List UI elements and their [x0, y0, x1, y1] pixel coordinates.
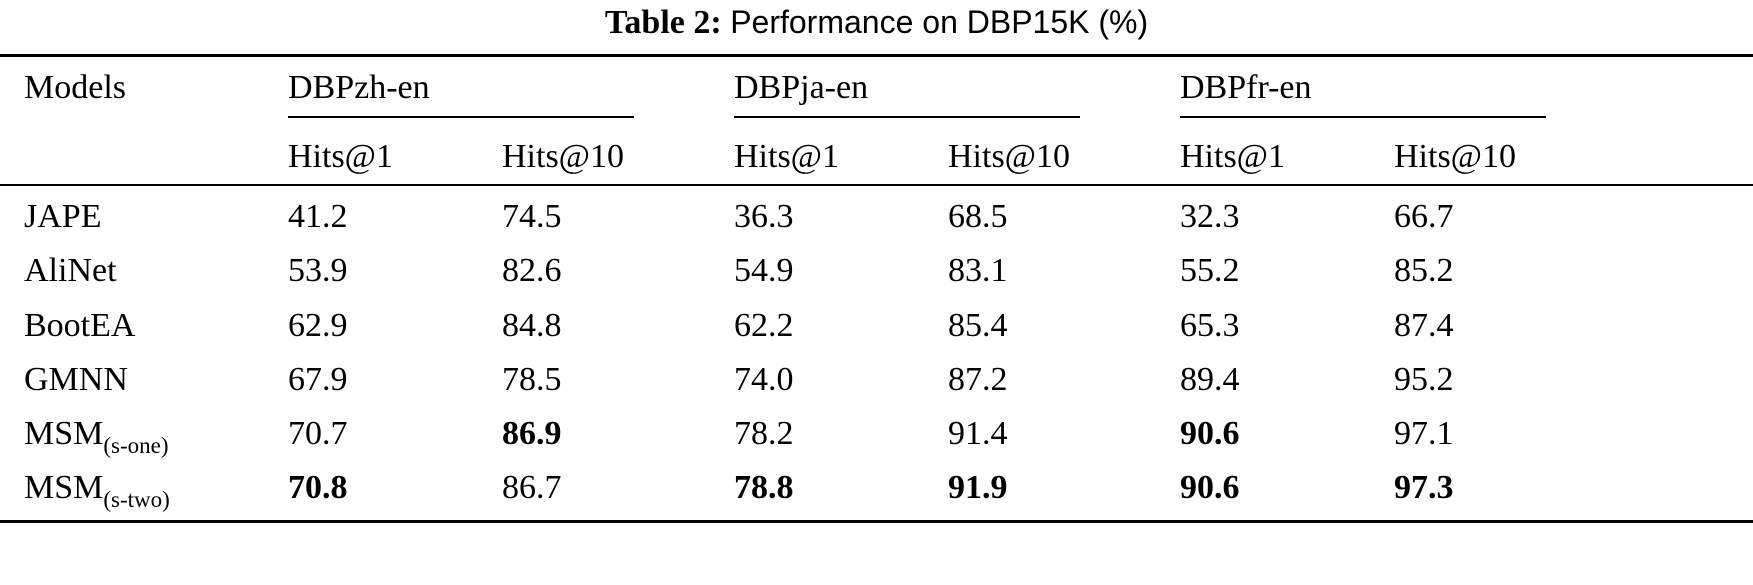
table-cell: 65.3 — [1180, 307, 1240, 344]
table-cell: 95.2 — [1394, 361, 1454, 398]
top-rule — [0, 54, 1753, 57]
table-cell: 62.2 — [734, 307, 794, 344]
table-cell: 70.8 — [288, 469, 348, 506]
table-cell: 78.2 — [734, 415, 794, 452]
table-cell: 78.8 — [734, 469, 794, 506]
table-cell: 36.3 — [734, 198, 794, 235]
table-cell: 85.4 — [948, 307, 1008, 344]
group-header-fr-en: DBPfr-en — [1180, 69, 1312, 106]
table-cell: 70.7 — [288, 415, 348, 452]
table-cell: 97.1 — [1394, 415, 1454, 452]
model-name: GMNN — [24, 361, 128, 398]
row-model-name: JAPE — [24, 197, 101, 237]
table-cell: 67.9 — [288, 361, 348, 398]
group-header-ja-en: DBPja-en — [734, 69, 869, 106]
table-cell: 90.6 — [1180, 469, 1240, 506]
models-header: Models — [24, 69, 126, 106]
bottom-rule — [0, 520, 1753, 523]
caption-label: Table 2: — [604, 4, 722, 41]
table-cell: 91.9 — [948, 469, 1008, 506]
group-rule-ja-en — [734, 116, 1080, 118]
metric-header: Hits@10 — [1394, 138, 1516, 175]
table-cell: 91.4 — [948, 415, 1008, 452]
table-cell: 68.5 — [948, 198, 1008, 235]
table-cell: 84.8 — [502, 307, 562, 344]
caption-text: Performance on DBP15K (%) — [730, 4, 1149, 40]
group-header-zh-en: DBPzh-en — [288, 69, 430, 106]
row-model-name: BootEA — [24, 306, 135, 346]
table-cell: 97.3 — [1394, 469, 1454, 506]
table-cell: 87.2 — [948, 361, 1008, 398]
model-name: MSM — [24, 415, 104, 452]
metric-header: Hits@10 — [502, 138, 624, 175]
group-rule-fr-en — [1180, 116, 1546, 118]
table-cell: 90.6 — [1180, 415, 1240, 452]
table-cell: 74.0 — [734, 361, 794, 398]
table-caption: Table 2: Performance on DBP15K (%) — [0, 2, 1753, 43]
model-name: BootEA — [24, 307, 136, 344]
header-rule — [0, 184, 1753, 186]
row-model-name: AliNet — [24, 251, 117, 291]
table-cell: 78.5 — [502, 361, 562, 398]
model-variant: (s-two) — [103, 487, 170, 512]
metric-header: Hits@1 — [734, 138, 839, 175]
table-cell: 32.3 — [1180, 198, 1240, 235]
table-cell: 87.4 — [1394, 307, 1454, 344]
table-cell: 82.6 — [502, 252, 562, 289]
table-cell: 62.9 — [288, 307, 348, 344]
table-cell: 86.7 — [502, 469, 562, 506]
table-cell: 89.4 — [1180, 361, 1240, 398]
model-name: AliNet — [24, 252, 117, 289]
table-cell: 41.2 — [288, 198, 348, 235]
model-variant: (s-one) — [103, 433, 169, 458]
table-cell: 74.5 — [502, 198, 562, 235]
table-cell: 66.7 — [1394, 198, 1454, 235]
table-cell: 83.1 — [948, 252, 1008, 289]
table-cell: 53.9 — [288, 252, 348, 289]
table-cell: 54.9 — [734, 252, 794, 289]
metric-header: Hits@1 — [1180, 138, 1285, 175]
table-cell: 85.2 — [1394, 252, 1454, 289]
model-name: JAPE — [24, 198, 102, 235]
group-rule-zh-en — [288, 116, 634, 118]
table-cell: 86.9 — [502, 415, 562, 452]
row-model-name: MSM(s-two) — [24, 468, 170, 511]
metric-header: Hits@10 — [948, 138, 1070, 175]
model-name: MSM — [24, 469, 104, 506]
metric-header: Hits@1 — [288, 138, 393, 175]
row-model-name: GMNN — [24, 360, 128, 400]
row-model-name: MSM(s-one) — [24, 414, 169, 457]
table-cell: 55.2 — [1180, 252, 1240, 289]
